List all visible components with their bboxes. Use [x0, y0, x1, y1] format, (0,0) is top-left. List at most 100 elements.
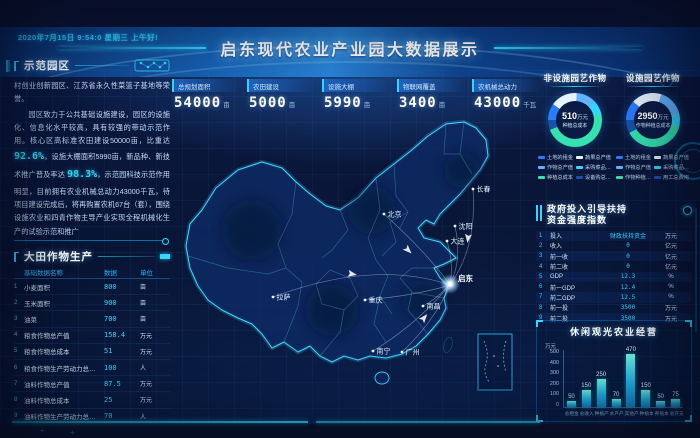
row-name: 玉米面积 [24, 300, 50, 308]
legend-label: 土地的租金 [625, 155, 651, 161]
row-unit: 人 [140, 366, 147, 373]
row-name: 粮食作物生产劳动力总… [24, 365, 96, 373]
city-label: 沈阳 [459, 222, 473, 231]
col-unit: 单位 [140, 270, 153, 277]
row-value: 12.5 [620, 293, 636, 301]
row-index: 9 [14, 413, 18, 420]
bar [656, 401, 666, 407]
legend-swatch [654, 176, 661, 179]
city-marker: 广州 [400, 348, 420, 357]
hub-label: 启东 [458, 273, 473, 283]
y-axis-unit: 万元 [545, 344, 557, 350]
row-value: 25 [104, 395, 113, 404]
section-divider [14, 237, 169, 245]
legend-swatch [538, 156, 545, 159]
row-index: 3 [14, 315, 18, 322]
legend-item: 作物总产值 [616, 164, 652, 171]
table-row: 7 油料作物总产值 87.5 万元 [14, 376, 170, 393]
bottom-strip [0, 424, 700, 438]
kpi-value: 54000 [174, 95, 222, 111]
facility-title: 设施园艺作物 [614, 72, 692, 87]
row-index: 8 [539, 304, 543, 311]
row-value: 0 [626, 252, 630, 260]
row-value: 0 [626, 263, 630, 271]
nonfacility-title: 非设施园艺作物 [536, 72, 614, 87]
south-china-sea-inset [477, 333, 513, 391]
donut-center-value: 510万元 [561, 111, 589, 121]
demo-park-title: 示范园区 [24, 60, 70, 72]
kpi-value-row: 43000 千瓦 [472, 94, 540, 112]
row-index: 8 [14, 396, 18, 403]
bar-category-label: 总收入 [579, 411, 594, 417]
donut-center-label: 种植总成本 [562, 123, 588, 129]
park-text-b: ，设施大棚面积5990亩，新品种、新技术推广普及率达 [14, 151, 170, 180]
bar-column: 50 [565, 394, 578, 407]
title-line-right [493, 47, 642, 49]
kpi-unit: 亩 [223, 102, 230, 109]
demo-park-header: 示范园区 [14, 58, 170, 73]
row-value: 700 [104, 314, 117, 323]
row-value: 100 [104, 363, 117, 372]
kpi-box-0: 总规划面积 54000 亩 [172, 79, 240, 112]
row-value: 3500 [620, 304, 636, 312]
legend-swatch [538, 166, 545, 169]
bar-column: 250 [595, 372, 608, 407]
circle-icon [683, 206, 692, 215]
row-index: 3 [539, 253, 543, 260]
legend-swatch [576, 176, 583, 179]
donut-center-unit: 万元 [657, 115, 669, 121]
col-name: 基础数据名称 [24, 270, 63, 277]
kpi-value: 43000 [474, 95, 522, 111]
kpi-value: 5990 [324, 95, 362, 111]
kpi-box-1: 农田建设 5000 亩 [247, 79, 315, 112]
row-name: 前二收 [550, 265, 569, 272]
table-row: 3 油菜 700 亩 [14, 311, 170, 328]
field-crops-header: 大田作物生产 [14, 249, 170, 264]
row-index: 4 [539, 263, 543, 270]
row-unit: 万元 [140, 333, 153, 340]
leisure-panel: 休闲观光农业经营 万元 500 400 300 200 100 0 50 150 250 70 4… [536, 320, 692, 422]
header-line [98, 256, 155, 257]
city-marker: 重庆 [363, 296, 383, 305]
row-unit: 万元 [664, 316, 677, 323]
bar-category-label: 种植产 [594, 411, 609, 417]
horticulture-panel: 非设施园艺作物 设施园艺作物 510万元 种植总成本 2950万元 作物种植总成本 土… [536, 72, 692, 202]
legend-swatch [654, 156, 661, 159]
y-tick: 100 [549, 391, 559, 397]
row-unit: 万元 [664, 234, 677, 241]
row-name: 粮食作物总产值 [24, 333, 70, 341]
legend-item: 土地的租金 [538, 154, 574, 161]
row-name: 前二GDP [550, 295, 576, 302]
row-unit: 人 [140, 414, 147, 421]
bar [641, 390, 651, 407]
bar-category-label: 种植本 [639, 411, 654, 417]
kpi-label: 物联网覆盖 [397, 79, 465, 92]
bracket-icon [14, 251, 19, 262]
row-name: 前一收 [550, 254, 569, 261]
bar-value-label: 150 [640, 383, 651, 390]
legend-label: 作物种植总成本 [625, 175, 652, 181]
hub-marker: 启东 [440, 273, 473, 294]
row-value: 51 [104, 347, 113, 356]
y-tick: 300 [549, 370, 559, 376]
government-title-line2: 资金强度指数 [547, 215, 608, 226]
legend-item: 蔬果总产值 [654, 154, 690, 161]
plane-icons [347, 233, 472, 324]
y-tick: 400 [549, 359, 559, 366]
legend-swatch [616, 166, 623, 169]
row-unit: 亿元 [664, 244, 677, 251]
row-index: 2 [14, 299, 18, 306]
legend-label: 土地的租金 [547, 155, 573, 161]
legend-swatch [538, 176, 545, 179]
legend-label: 蔬果总产值 [663, 155, 689, 161]
row-name: 油料作物总产值 [24, 381, 70, 389]
plus-mark: + [40, 426, 45, 435]
bar [566, 401, 576, 407]
bar-category-label: 水产产 [609, 411, 624, 417]
row-index: 7 [539, 294, 543, 301]
row-name: 收入 [550, 244, 563, 251]
kpi-row: 总规划面积 54000 亩农田建设 5000 亩设施大棚 5990 亩物联网覆盖 3400 亩农… [172, 79, 540, 112]
city-label: 长春 [477, 185, 491, 194]
